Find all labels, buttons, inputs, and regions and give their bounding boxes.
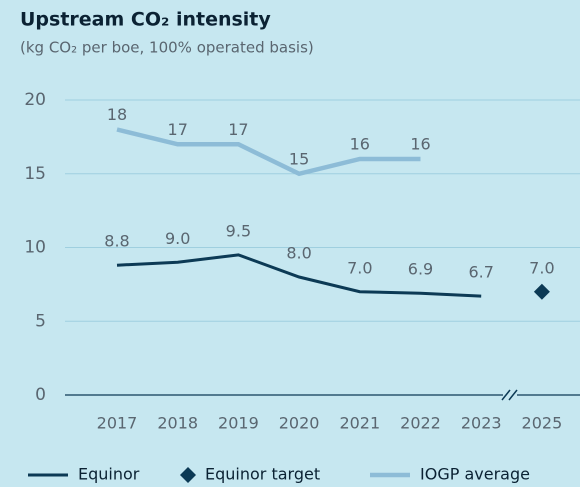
target-marker (533, 283, 550, 300)
value-label: 6.7 (468, 263, 493, 282)
break-line (508, 389, 518, 401)
value-label: 8.8 (104, 232, 129, 251)
x-tick-label: 2022 (400, 414, 441, 433)
x-tick-label: 2021 (339, 414, 380, 433)
legend-label: Equinor target (205, 465, 320, 484)
x-tick-label: 2017 (97, 414, 138, 433)
break-line (501, 389, 511, 401)
value-label: 18 (107, 105, 127, 124)
value-label: 17 (168, 120, 188, 139)
value-label: 9.0 (165, 229, 190, 248)
series-line (116, 253, 482, 298)
y-tick-label: 10 (24, 238, 46, 258)
y-tick-label: 20 (24, 90, 46, 110)
chart-title: Upstream CO₂ intensity (20, 9, 271, 31)
x-tick-label: 2018 (157, 414, 198, 433)
legend-label: IOGP average (420, 465, 530, 484)
value-label: 16 (410, 135, 430, 154)
y-tick-label: 15 (24, 164, 46, 184)
x-tick-label: 2025 (522, 414, 563, 433)
legend-label: Equinor (78, 465, 140, 484)
value-label: 8.0 (286, 244, 311, 263)
y-tick-label: 0 (35, 385, 46, 405)
x-tick-label: 2020 (279, 414, 320, 433)
value-label: 9.5 (226, 221, 251, 240)
break-gap (503, 388, 517, 402)
value-label: 15 (289, 149, 309, 168)
value-label: 7.0 (529, 258, 554, 277)
chart-subtitle: (kg CO₂ per boe, 100% operated basis) (20, 39, 314, 57)
value-label: 16 (350, 135, 370, 154)
value-label: 6.9 (408, 260, 433, 279)
x-tick-label: 2019 (218, 414, 259, 433)
value-label: 17 (228, 120, 248, 139)
axis-break (501, 388, 518, 402)
series-line (116, 127, 421, 177)
y-tick-label: 5 (35, 311, 46, 331)
value-label: 7.0 (347, 258, 372, 277)
x-tick-label: 2023 (461, 414, 502, 433)
legend-marker (180, 467, 196, 483)
